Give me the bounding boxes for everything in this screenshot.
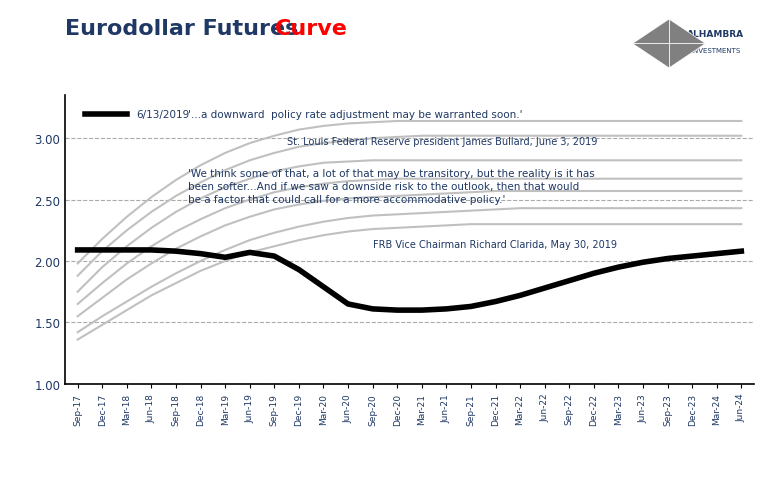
Text: 6/13/2019: 6/13/2019 [137, 109, 190, 120]
Text: '...a downward  policy rate adjustment may be warranted soon.': '...a downward policy rate adjustment ma… [188, 109, 523, 120]
Text: FRB Vice Chairman Richard Clarida, May 30, 2019: FRB Vice Chairman Richard Clarida, May 3… [373, 240, 617, 250]
Text: ALHAMBRA: ALHAMBRA [687, 29, 744, 38]
Text: INVESTMENTS: INVESTMENTS [691, 48, 741, 54]
Text: Eurodollar Futures: Eurodollar Futures [65, 19, 307, 39]
Text: Curve: Curve [275, 19, 348, 39]
Polygon shape [633, 20, 706, 69]
Text: St. Louis Federal Reserve president James Bullard, June 3, 2019: St. Louis Federal Reserve president Jame… [287, 136, 597, 146]
Text: 'We think some of that, a lot of that may be transitory, but the reality is it h: 'We think some of that, a lot of that ma… [188, 168, 595, 204]
